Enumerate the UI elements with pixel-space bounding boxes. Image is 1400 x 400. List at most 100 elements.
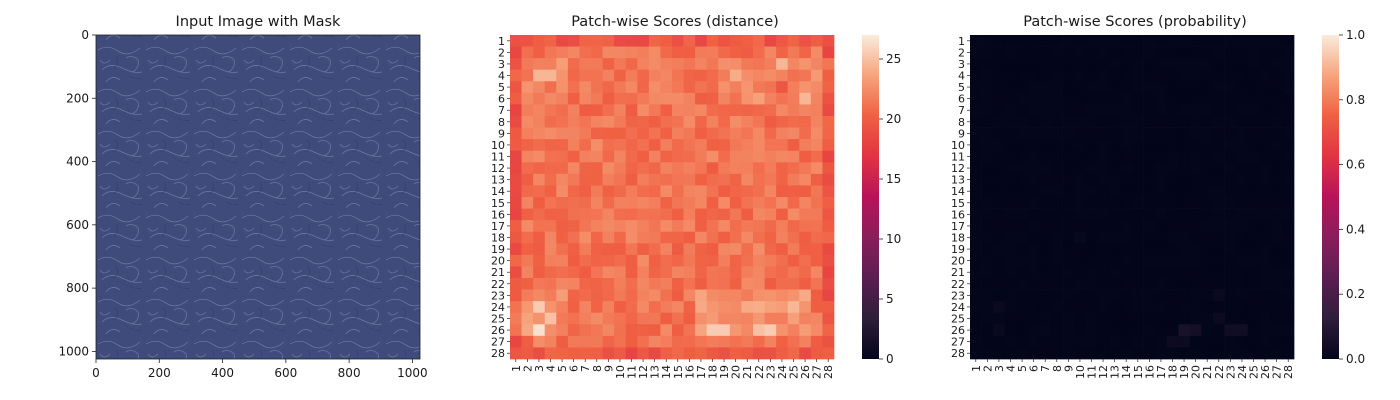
heatmap-cell [981, 335, 994, 348]
heatmap-cell [1120, 46, 1133, 59]
row-label: 18 [491, 232, 505, 245]
heatmap-cell [614, 69, 627, 82]
heatmap-cell [753, 254, 765, 267]
heatmap-cell [1236, 289, 1249, 302]
heatmap-cell [718, 289, 731, 302]
heatmap-cell [533, 185, 546, 198]
heatmap-cell [1178, 104, 1191, 117]
heatmap-cell [1189, 69, 1202, 82]
heatmap-cell [753, 197, 765, 209]
heatmap-cell [753, 35, 765, 47]
heatmap-cell [729, 324, 742, 337]
heatmap-cell [1178, 127, 1191, 140]
heatmap-cell [1166, 243, 1179, 256]
heatmap-cell [993, 46, 1006, 59]
heatmap-cell [579, 254, 592, 267]
heatmap-cell [648, 92, 661, 105]
heatmap-cell [683, 208, 696, 221]
heatmap-cell [648, 116, 661, 128]
heatmap-cell [1027, 266, 1040, 279]
heatmap-cell [706, 278, 719, 290]
heatmap-cell [510, 162, 522, 175]
heatmap-cell [1270, 69, 1283, 82]
x-tick-label: 0 [92, 366, 100, 380]
probability-heatmap-x-axis: 1234567891011121314151617181920212223242… [970, 359, 1295, 379]
heatmap-cell [556, 127, 569, 140]
heatmap-cell [1108, 289, 1121, 302]
col-label: 15 [672, 365, 685, 379]
heatmap-cell [1120, 116, 1133, 128]
heatmap-cell [1074, 127, 1087, 140]
heatmap-cell [510, 173, 522, 186]
heatmap-cell [1085, 92, 1098, 105]
heatmap-cell [683, 185, 696, 198]
heatmap-cell [729, 127, 742, 140]
heatmap-cell [1074, 266, 1087, 279]
heatmap-cell [799, 46, 812, 59]
colorbar-tick-label: 0.6 [1346, 158, 1365, 172]
heatmap-cell [718, 92, 731, 105]
heatmap-cell [683, 301, 696, 314]
heatmap-cell [718, 127, 731, 140]
heatmap-cell [1097, 92, 1110, 105]
heatmap-cell [776, 150, 789, 163]
heatmap-cell [1062, 312, 1075, 325]
heatmap-cell [1259, 208, 1272, 221]
heatmap-cell [787, 35, 800, 47]
heatmap-cell [672, 301, 684, 314]
heatmap-cell [729, 335, 742, 348]
heatmap-cell [764, 266, 777, 279]
heatmap-cell [567, 116, 580, 128]
colorbar-tick-label: 25 [886, 52, 901, 66]
heatmap-cell [993, 347, 1006, 360]
heatmap-cell [706, 185, 719, 198]
heatmap-cell [1166, 150, 1179, 163]
x-tick-label: 600 [274, 366, 297, 380]
heatmap-cell [510, 104, 522, 117]
heatmap-cell [579, 301, 592, 314]
heatmap-cell [1236, 220, 1249, 233]
col-label: 16 [683, 365, 696, 379]
heatmap-cell [1143, 208, 1156, 221]
heatmap-cell [1224, 69, 1237, 82]
heatmap-cell [706, 35, 719, 47]
heatmap-cell [1039, 231, 1052, 244]
heatmap-cell [1108, 347, 1121, 360]
heatmap-cell [1062, 231, 1075, 244]
heatmap-cell [1097, 197, 1110, 209]
heatmap-cell [741, 266, 754, 279]
heatmap-cell [648, 46, 661, 59]
heatmap-cell [602, 173, 615, 186]
heatmap-cell [1282, 69, 1295, 82]
heatmap-cell [1155, 208, 1168, 221]
heatmap-cell [776, 197, 789, 209]
col-label: 3 [993, 365, 1006, 372]
heatmap-cell [637, 335, 650, 348]
heatmap-cell [614, 301, 627, 314]
heatmap-cell [1166, 254, 1179, 267]
heatmap-cell [1178, 335, 1191, 348]
heatmap-cell [544, 58, 557, 71]
heatmap-cell [1201, 162, 1214, 175]
heatmap-cell [799, 81, 812, 94]
heatmap-cell [1039, 46, 1052, 59]
heatmap-cell [1247, 266, 1260, 279]
heatmap-cell [660, 46, 673, 59]
col-label: 2 [981, 365, 994, 372]
heatmap-cell [614, 104, 627, 117]
heatmap-cell [1085, 335, 1098, 348]
heatmap-cell [1189, 324, 1202, 337]
heatmap-cell [660, 347, 673, 360]
heatmap-cell [1282, 335, 1295, 348]
heatmap-cell [602, 266, 615, 279]
heatmap-cell [625, 335, 638, 348]
heatmap-cell [729, 185, 742, 198]
heatmap-cell [614, 243, 627, 256]
row-label: 19 [491, 243, 505, 256]
heatmap-cell [1224, 92, 1237, 105]
heatmap-cell [660, 266, 673, 279]
heatmap-cell [614, 150, 627, 163]
heatmap-cell [625, 312, 638, 325]
heatmap-cell [1201, 347, 1214, 360]
heatmap-cell [981, 81, 994, 94]
